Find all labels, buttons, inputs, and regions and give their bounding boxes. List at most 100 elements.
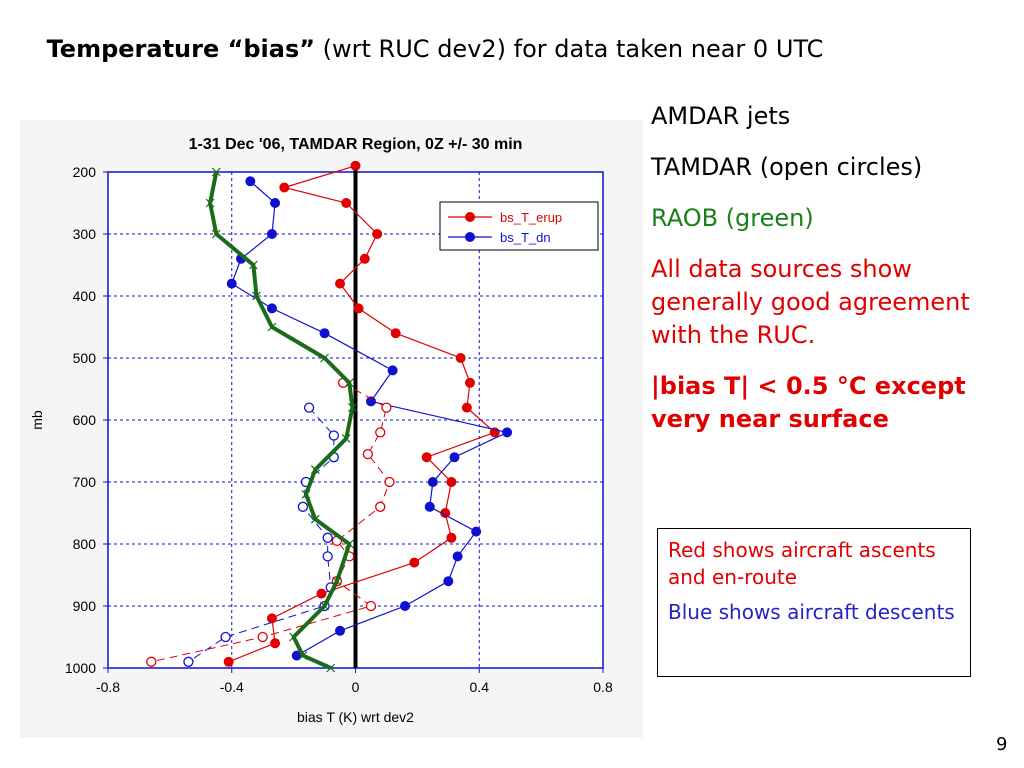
data-point-bs-t-erup	[390, 328, 401, 339]
data-point-bs-t-erup	[270, 638, 281, 649]
data-point-raob	[267, 322, 277, 332]
y-tick-label: 300	[73, 226, 97, 242]
data-point-tamdar-descent	[183, 656, 194, 667]
legend-marker	[465, 232, 475, 242]
data-point-bs-t-erup	[359, 253, 370, 264]
data-point-bs-t-erup	[446, 532, 457, 543]
data-point-raob	[211, 167, 221, 177]
data-point-bs-t-erup	[461, 402, 472, 413]
data-point-bs-t-dn	[387, 365, 398, 376]
data-point-bs-t-erup	[316, 588, 327, 599]
data-point-bs-t-erup	[350, 160, 361, 171]
data-point-tamdar-descent	[220, 631, 231, 643]
bullet-raob: RAOB (green)	[651, 204, 814, 232]
legend-label: bs_T_dn	[500, 230, 551, 245]
x-tick-label: -0.8	[96, 679, 120, 695]
data-point-tamdar-ascent	[365, 600, 377, 612]
bullet-agreement: All data sources show generally good agr…	[651, 255, 970, 349]
data-point-bs-t-dn	[266, 303, 277, 314]
legend-label: bs_T_erup	[500, 210, 562, 225]
data-point-bs-t-dn	[319, 328, 330, 339]
data-point-bs-t-dn	[502, 427, 513, 438]
data-point-raob	[301, 489, 311, 499]
x-tick-label: 0.4	[470, 679, 490, 695]
data-point-tamdar-ascent	[362, 448, 374, 460]
data-point-raob	[310, 514, 320, 524]
y-tick-label: 600	[73, 412, 97, 428]
y-tick-label: 700	[73, 474, 97, 490]
data-point-bs-t-erup	[409, 557, 420, 568]
chart-title: 1-31 Dec '06, TAMDAR Region, 0Z +/- 30 m…	[189, 136, 523, 153]
data-point-bs-t-erup	[353, 303, 364, 314]
title-bold: Temperature “bias”	[46, 35, 316, 63]
y-tick-label: 800	[73, 536, 97, 552]
color-key-note: Red shows aircraft ascents and en-route …	[657, 528, 971, 677]
data-point-raob	[211, 229, 221, 239]
data-point-tamdar-ascent	[375, 427, 386, 438]
data-point-raob	[205, 198, 215, 208]
data-point-raob	[320, 353, 329, 363]
data-point-tamdar-ascent	[384, 476, 395, 488]
data-point-tamdar-descent	[328, 430, 339, 441]
data-point-raob	[326, 663, 336, 673]
data-point-tamdar-descent	[322, 532, 333, 543]
data-point-raob	[344, 378, 354, 388]
y-tick-label: 900	[73, 598, 97, 614]
bullet-amdar: AMDAR jets	[651, 102, 791, 130]
data-point-bs-t-erup	[279, 182, 290, 193]
data-point-bs-t-erup	[464, 377, 475, 388]
data-point-tamdar-ascent	[146, 656, 157, 667]
data-point-bs-t-erup	[455, 353, 466, 363]
y-tick-label: 200	[73, 164, 97, 180]
data-point-bs-t-erup	[335, 278, 346, 289]
data-point-raob	[248, 260, 258, 270]
data-point-raob	[289, 632, 299, 642]
data-point-bs-t-dn	[335, 625, 346, 636]
x-tick-label: 0	[352, 679, 360, 695]
data-point-bs-t-erup	[266, 613, 277, 624]
data-point-raob	[320, 601, 329, 611]
data-point-bs-t-dn	[266, 229, 277, 239]
x-axis-label: bias T (K) wrt dev2	[297, 709, 414, 725]
chart-panel: -0.8 -0.4 0 0.4 0.8 200 300 400 500 600 700 800 900 1…	[20, 120, 643, 738]
data-point-tamdar-descent	[303, 402, 315, 413]
page-number: 9	[996, 734, 1008, 755]
data-point-raob	[347, 403, 357, 413]
slide-title: Temperature “bias” (wrt RUC dev2) for da…	[0, 34, 870, 64]
data-point-raob	[298, 651, 308, 661]
bullet-tamdar: TAMDAR (open circles)	[651, 153, 923, 181]
legend-marker	[465, 212, 475, 222]
y-axis-label: mb	[29, 410, 45, 430]
data-point-tamdar-ascent	[257, 631, 268, 643]
data-point-tamdar-descent	[322, 551, 333, 562]
data-point-bs-t-dn	[471, 526, 482, 537]
data-point-bs-t-erup	[341, 198, 352, 208]
data-point-bs-t-dn	[424, 501, 435, 512]
data-point-bs-t-dn	[270, 198, 281, 208]
data-point-bs-t-dn	[452, 551, 463, 562]
bias-profile-chart: -0.8 -0.4 0 0.4 0.8 200 300 400 500 600 700 800 900 1…	[29, 136, 613, 725]
data-point-raob	[332, 576, 342, 586]
data-point-raob	[310, 465, 320, 475]
data-point-tamdar-descent	[297, 501, 309, 512]
data-point-bs-t-dn	[226, 278, 237, 289]
bullet-bias-threshold: |bias T| < 0.5 °C except very near surfa…	[651, 372, 966, 433]
data-point-bs-t-erup	[372, 229, 383, 239]
data-point-bs-t-erup	[446, 477, 457, 487]
x-tick-label: -0.4	[220, 679, 244, 695]
legend-box	[439, 201, 599, 251]
data-point-raob	[344, 539, 354, 549]
data-point-tamdar-ascent	[375, 501, 386, 512]
data-point-raob	[252, 291, 261, 301]
title-rest: (wrt RUC dev2) for data taken near 0 UTC	[315, 35, 824, 63]
x-tick-label: 0.8	[593, 679, 613, 695]
data-point-raob	[341, 434, 351, 444]
data-point-bs-t-erup	[421, 452, 432, 463]
y-tick-label: 1000	[65, 660, 96, 676]
y-tick-label: 400	[73, 288, 97, 304]
data-point-bs-t-dn	[400, 601, 410, 611]
data-point-bs-t-dn	[245, 176, 256, 187]
data-point-bs-t-dn	[449, 452, 460, 463]
data-point-tamdar-ascent	[381, 402, 392, 413]
bullet-list: AMDAR jets TAMDAR (open circles) RAOB (g…	[651, 100, 1016, 454]
